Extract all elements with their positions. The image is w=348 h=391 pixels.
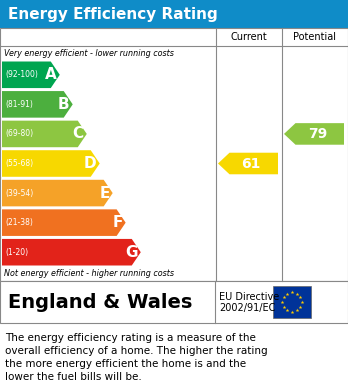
Text: F: F bbox=[112, 215, 122, 230]
Text: overall efficiency of a home. The higher the rating: overall efficiency of a home. The higher… bbox=[5, 346, 268, 356]
Polygon shape bbox=[2, 150, 100, 177]
Polygon shape bbox=[2, 121, 87, 147]
Polygon shape bbox=[2, 180, 113, 206]
Text: (39-54): (39-54) bbox=[5, 188, 33, 197]
Bar bbox=[273, 286, 311, 318]
Text: England & Wales: England & Wales bbox=[8, 292, 192, 312]
Text: A: A bbox=[45, 67, 57, 82]
Text: Potential: Potential bbox=[293, 32, 337, 42]
Text: 79: 79 bbox=[308, 127, 327, 141]
Text: EU Directive: EU Directive bbox=[219, 292, 279, 302]
Text: (81-91): (81-91) bbox=[5, 100, 33, 109]
Text: lower the fuel bills will be.: lower the fuel bills will be. bbox=[5, 372, 142, 382]
Polygon shape bbox=[2, 61, 60, 88]
Text: Energy Efficiency Rating: Energy Efficiency Rating bbox=[8, 7, 218, 22]
Polygon shape bbox=[284, 123, 344, 145]
Text: 61: 61 bbox=[242, 156, 261, 170]
Text: G: G bbox=[125, 245, 138, 260]
Bar bbox=[0, 281, 348, 323]
Text: C: C bbox=[73, 126, 84, 142]
Text: Not energy efficient - higher running costs: Not energy efficient - higher running co… bbox=[4, 269, 174, 278]
Text: The energy efficiency rating is a measure of the: The energy efficiency rating is a measur… bbox=[5, 333, 256, 343]
Text: (92-100): (92-100) bbox=[5, 70, 38, 79]
Bar bbox=[0, 0, 348, 28]
Bar bbox=[0, 28, 348, 281]
Polygon shape bbox=[218, 153, 278, 174]
Text: 2002/91/EC: 2002/91/EC bbox=[219, 303, 275, 313]
Polygon shape bbox=[2, 91, 73, 118]
Text: Current: Current bbox=[231, 32, 267, 42]
Text: (1-20): (1-20) bbox=[5, 248, 28, 257]
Text: (21-38): (21-38) bbox=[5, 218, 33, 227]
Text: E: E bbox=[99, 186, 110, 201]
Text: the more energy efficient the home is and the: the more energy efficient the home is an… bbox=[5, 359, 246, 369]
Text: (69-80): (69-80) bbox=[5, 129, 33, 138]
Text: (55-68): (55-68) bbox=[5, 159, 33, 168]
Text: D: D bbox=[84, 156, 97, 171]
Text: Very energy efficient - lower running costs: Very energy efficient - lower running co… bbox=[4, 48, 174, 57]
Text: B: B bbox=[58, 97, 70, 112]
Polygon shape bbox=[2, 239, 141, 265]
Polygon shape bbox=[2, 209, 126, 236]
